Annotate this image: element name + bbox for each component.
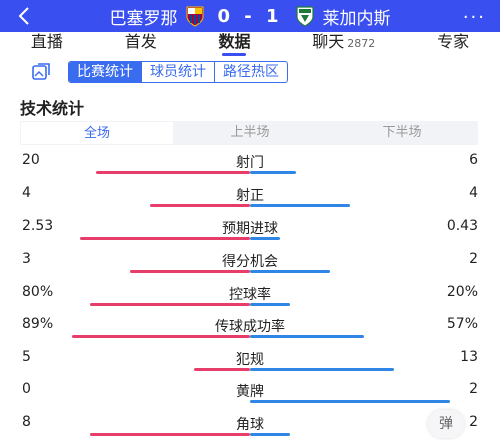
period-second-half[interactable]: 下半场 xyxy=(382,125,422,140)
home-value: 89% xyxy=(22,316,54,332)
home-bar xyxy=(80,237,250,240)
away-value: 2 xyxy=(469,251,478,267)
home-bar xyxy=(96,171,250,174)
home-value: 3 xyxy=(22,251,31,267)
back-button[interactable] xyxy=(14,4,36,28)
home-bar xyxy=(194,368,250,371)
away-bar xyxy=(250,400,450,403)
away-value: 57% xyxy=(446,316,478,332)
away-value: 0.43 xyxy=(446,218,478,234)
away-bar xyxy=(250,433,290,436)
period-tabs: 全场 上半场 下半场 xyxy=(20,121,478,145)
home-bar xyxy=(130,270,250,273)
period-full[interactable]: 全场 xyxy=(20,121,174,145)
away-bar xyxy=(250,204,350,207)
away-value: 20% xyxy=(446,284,478,300)
top-header: 巴塞罗那 0 - 1 莱加内斯 ··· xyxy=(0,0,500,32)
away-bar xyxy=(250,368,394,371)
stat-name: 传球成功率 xyxy=(215,319,285,335)
away-value: 2 xyxy=(469,414,478,430)
stat-row: 3 得分机会 2 xyxy=(0,251,500,281)
stats-segment-control: 比赛统计 球员统计 路径热区 xyxy=(68,61,288,83)
stat-row: 0 黄牌 2 xyxy=(0,381,500,411)
main-tabs: 直播 首发 数据 聊天 2872 专家 xyxy=(0,32,500,56)
stat-row: 5 犯规 13 xyxy=(0,349,500,379)
home-value: 80% xyxy=(22,284,54,300)
tab-lineup[interactable]: 首发 xyxy=(124,32,157,51)
stat-row: 8 角球 2 xyxy=(0,414,500,440)
period-first-half[interactable]: 上半场 xyxy=(230,125,270,140)
segment-heatmap[interactable]: 路径热区 xyxy=(223,64,279,80)
stat-row: 2.53 预期进球 0.43 xyxy=(0,218,500,248)
tab-experts[interactable]: 专家 xyxy=(437,32,470,51)
home-value: 5 xyxy=(22,349,31,365)
segment-match-stats[interactable]: 比赛统计 xyxy=(69,62,142,82)
stat-name: 黄牌 xyxy=(236,384,264,400)
home-bar xyxy=(90,303,250,306)
away-bar xyxy=(250,270,330,273)
away-value: 4 xyxy=(469,185,478,201)
stat-row: 20 射门 6 xyxy=(0,152,500,182)
more-dots-icon[interactable]: ··· xyxy=(462,7,486,28)
home-value: 20 xyxy=(22,152,40,168)
stat-name: 角球 xyxy=(236,417,264,433)
home-bar xyxy=(90,433,250,436)
stat-name: 预期进球 xyxy=(222,221,278,237)
home-value: 2.53 xyxy=(22,218,54,234)
section-title: 技术统计 xyxy=(20,99,85,118)
home-team-name: 巴塞罗那 xyxy=(109,8,178,29)
danmu-toggle-button[interactable]: 弹 xyxy=(428,410,464,438)
away-value: 2 xyxy=(469,381,478,397)
away-bar xyxy=(250,171,296,174)
stat-name: 得分机会 xyxy=(222,254,278,270)
home-bar xyxy=(150,204,250,207)
home-value: 8 xyxy=(22,414,31,430)
stat-name: 射门 xyxy=(236,155,264,171)
away-value: 13 xyxy=(460,349,478,365)
leganes-crest-icon xyxy=(295,6,314,27)
stat-name: 射正 xyxy=(236,188,264,204)
match-score-line: 巴塞罗那 0 - 1 莱加内斯 xyxy=(0,0,500,32)
away-value: 6 xyxy=(469,152,478,168)
away-bar xyxy=(250,303,290,306)
share-image-icon[interactable] xyxy=(30,61,52,83)
stat-row: 80% 控球率 20% xyxy=(0,284,500,314)
barcelona-crest-icon xyxy=(186,6,204,27)
stat-name: 控球率 xyxy=(229,287,271,303)
tab-data[interactable]: 数据 xyxy=(218,32,251,56)
tab-live[interactable]: 直播 xyxy=(30,32,63,51)
home-value: 0 xyxy=(22,381,31,397)
segment-player-stats[interactable]: 球员统计 xyxy=(142,62,215,82)
segment-row: 比赛统计 球员统计 路径热区 xyxy=(30,60,288,84)
score: 0 - 1 xyxy=(217,5,283,27)
away-team-name: 莱加内斯 xyxy=(322,8,391,29)
tab-chat[interactable]: 聊天 2872 xyxy=(312,32,376,51)
home-value: 4 xyxy=(22,185,31,201)
stat-row: 4 射正 4 xyxy=(0,185,500,215)
chevron-left-icon xyxy=(18,7,29,25)
away-bar xyxy=(250,335,364,338)
away-bar xyxy=(250,237,280,240)
stat-name: 犯规 xyxy=(236,352,264,368)
chat-count: 2872 xyxy=(347,37,376,50)
stat-row: 89% 传球成功率 57% xyxy=(0,316,500,346)
home-bar xyxy=(72,335,250,338)
